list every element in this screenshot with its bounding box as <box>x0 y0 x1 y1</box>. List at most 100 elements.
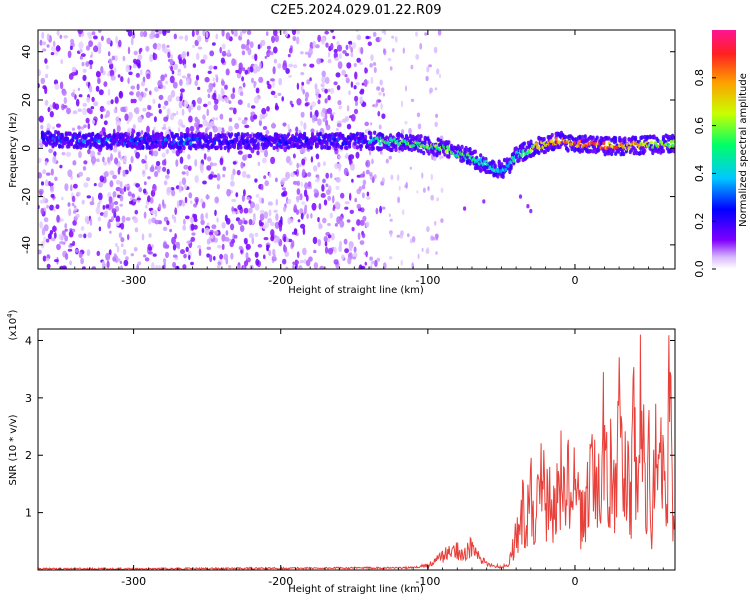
spectrogram-cell <box>390 174 394 181</box>
spectrogram-cell <box>272 66 276 75</box>
spectrogram-cell <box>143 211 147 219</box>
spectrogram-cell <box>254 53 258 62</box>
spectrogram-cell <box>142 188 147 194</box>
spectrogram-cell <box>358 186 362 192</box>
spectrogram-cell <box>209 50 215 57</box>
spectrogram-cell <box>288 47 293 54</box>
spectrogram-cell <box>648 134 652 139</box>
spectrogram-cell <box>172 261 177 268</box>
spectrogram-cell <box>424 32 428 36</box>
spectrogram-cell <box>130 133 134 138</box>
spectrogram-cell <box>627 146 631 151</box>
spectrogram-cell <box>211 117 216 121</box>
spectrogram-cell <box>333 81 338 86</box>
spectrogram-cell <box>254 81 257 86</box>
spectrogram-cell <box>108 58 113 65</box>
spectrogram-cell <box>85 45 91 51</box>
spectrogram-cell <box>202 114 206 120</box>
spectrogram-cell <box>344 116 350 122</box>
spectrogram-cell <box>313 262 319 269</box>
spectrogram-cell <box>518 194 523 199</box>
spectrogram-cell <box>299 208 304 215</box>
spectrogram-cell <box>133 198 137 203</box>
spectrogram-cell <box>99 144 103 150</box>
spectrogram-cell <box>364 121 370 127</box>
spectrogram-cell <box>115 116 120 122</box>
spectrogram-cell <box>130 37 134 46</box>
spectrogram-cell <box>335 57 339 62</box>
spectrogram-cell <box>421 247 424 252</box>
spectrogram-cell <box>136 197 141 201</box>
spectrogram-cell <box>287 145 291 150</box>
spectrogram-cell <box>78 94 83 98</box>
spectrogram-cell <box>308 141 312 146</box>
spectrogram-cell <box>184 184 187 190</box>
spectrogram-cell <box>302 247 307 256</box>
spectrogram-cell <box>183 100 189 108</box>
spectrogram-cell <box>112 147 118 153</box>
spectrogram-cell <box>635 150 639 156</box>
spectrogram-cell <box>324 88 328 94</box>
spectrogram-cell <box>200 213 204 222</box>
spectrogram-cell <box>63 97 67 104</box>
spectrogram-cell <box>134 209 139 215</box>
spectrogram-cell <box>408 127 412 135</box>
spectrogram-cell <box>317 161 321 168</box>
spectrogram-cell <box>120 106 125 112</box>
spectrogram-cell <box>133 50 138 56</box>
spectrogram-cell <box>70 72 77 76</box>
spectrogram-cell <box>127 234 130 241</box>
spectrogram-cell <box>398 185 401 191</box>
spectrogram-cell <box>213 65 218 70</box>
spectrogram-cell <box>144 87 148 92</box>
spectrogram-cell <box>318 221 322 230</box>
spectrogram-cell <box>410 147 414 153</box>
spectrogram-cell <box>103 120 108 126</box>
spectrogram-cell <box>52 40 56 47</box>
spectrogram-cell <box>181 124 186 128</box>
spectrogram-cell <box>91 119 96 124</box>
spectrogram-cell <box>206 156 212 162</box>
spectrogram-cell <box>288 63 294 68</box>
spectrogram-cell <box>144 132 148 138</box>
spectrogram-cell <box>309 105 313 111</box>
spectrogram-cell <box>53 232 57 239</box>
spectrogram-cell <box>45 65 49 70</box>
spectrogram-cell <box>337 163 342 169</box>
spectrogram-cell <box>365 250 368 258</box>
spectrogram-cell <box>181 75 187 79</box>
spectrogram-cell <box>353 108 359 115</box>
spectrogram-cell <box>287 198 292 205</box>
spectrogram-cell <box>371 160 374 164</box>
spectrogram-cell <box>46 172 51 176</box>
spectrogram-cell <box>595 135 599 140</box>
spectrogram-cell <box>236 131 240 137</box>
spectrogram-cell <box>155 160 161 167</box>
spectrogram-cell <box>148 218 152 225</box>
spectrogram-cell <box>463 206 467 211</box>
spectrogram-cell <box>343 238 348 245</box>
spectrogram-cell <box>72 220 77 226</box>
spectrogram-cell <box>295 209 300 216</box>
spectrogram-cell <box>207 70 212 75</box>
spectrogram-cell <box>400 100 404 108</box>
spectrogram-cell <box>46 44 50 48</box>
spectrogram-cell <box>333 147 338 151</box>
spectrogram-cell <box>381 87 385 93</box>
spectrogram-cell <box>311 202 317 211</box>
spectrogram-cell <box>416 112 421 118</box>
spectrogram-cell <box>97 139 101 144</box>
spectrogram-cell <box>669 148 673 154</box>
spectrogram-cell <box>419 134 423 139</box>
spectrogram-cell <box>336 40 340 46</box>
spectrogram-cell <box>144 154 148 161</box>
spectrogram-cell <box>292 261 296 265</box>
spectrogram-cell <box>178 145 182 150</box>
spectrogram-cell <box>581 134 585 140</box>
spectrogram-cell <box>438 73 442 79</box>
spectrogram-cell <box>362 215 367 222</box>
spectrogram-cell <box>330 30 334 33</box>
spectrogram-cell <box>383 48 387 56</box>
spectrogram-cell <box>273 30 278 37</box>
spectrogram-cell <box>243 260 249 267</box>
